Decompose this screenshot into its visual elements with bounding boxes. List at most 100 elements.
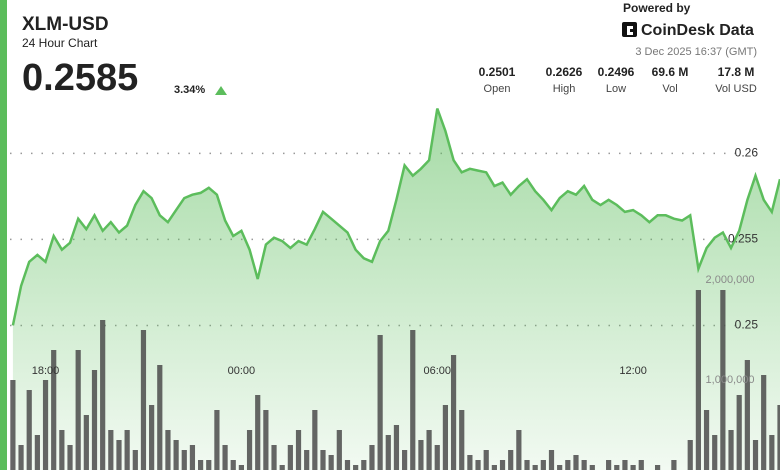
stat-value: 69.6 M — [652, 65, 689, 79]
volume-bar — [83, 415, 89, 470]
y-tick-label: 0.26 — [735, 146, 759, 160]
price-line — [11, 108, 780, 326]
volume-bar — [695, 290, 701, 470]
volume-bar — [140, 330, 147, 470]
volume-bar — [402, 450, 408, 470]
volume-bar — [255, 395, 261, 470]
volume-bar — [720, 290, 726, 470]
volume-bar — [671, 460, 677, 470]
x-tick-label: 12:00 — [619, 365, 647, 377]
volume-bar — [165, 430, 171, 470]
volume-bar — [728, 430, 734, 470]
symbol: XLM-USD — [22, 14, 109, 35]
volume-bar — [181, 450, 187, 470]
volume-bar — [654, 465, 661, 470]
volume-bar — [606, 460, 612, 470]
brand-icon-mark — [627, 26, 633, 35]
volume-bar — [157, 365, 163, 470]
volume-bar — [295, 430, 302, 470]
volume-bar — [67, 445, 73, 470]
volume-bar — [116, 440, 122, 470]
volume-bar — [761, 375, 767, 470]
volume-bar — [614, 465, 620, 470]
stat-label: Open — [484, 83, 511, 95]
volume-bar — [548, 450, 555, 470]
volume-bar — [557, 465, 563, 470]
volume-bar — [287, 445, 293, 470]
change: 3.34% — [174, 84, 205, 96]
stat-label: Low — [606, 83, 626, 95]
volume-bar — [410, 330, 416, 470]
volume-bar — [353, 465, 359, 470]
stat-value: 17.8 M — [718, 65, 755, 79]
volume-bar — [189, 445, 196, 470]
price-area — [12, 108, 780, 470]
volume-bar — [516, 430, 522, 470]
volume-bar — [581, 460, 587, 470]
volume-bar — [467, 455, 473, 470]
volume-bar — [459, 410, 465, 470]
volume-bar — [75, 350, 81, 470]
volume-bar — [703, 410, 710, 470]
volume-bar — [369, 445, 375, 470]
volume-bar — [573, 455, 579, 470]
volume-bar — [100, 320, 106, 470]
price: 0.2585 — [22, 57, 138, 99]
volume-bar — [589, 465, 595, 470]
volume-bar — [344, 460, 351, 470]
volume-bar — [34, 435, 40, 470]
volume-bar — [638, 460, 644, 470]
stat-value: 0.2626 — [546, 65, 583, 79]
volume-bar — [320, 450, 326, 470]
volume-bar — [385, 435, 391, 470]
volume-bar — [279, 465, 285, 470]
volume-bar — [51, 350, 57, 470]
stat-label: Vol USD — [715, 83, 757, 95]
volume-bar — [312, 410, 318, 470]
volume-bar — [687, 440, 693, 470]
volume-bar — [132, 450, 138, 470]
powered-by: Powered by — [623, 1, 691, 15]
volume-bar — [304, 450, 310, 470]
volume-bar — [442, 405, 449, 470]
volume-bar — [524, 460, 530, 470]
volume-bar — [214, 410, 220, 470]
volume-bar — [712, 435, 718, 470]
volume-bar — [434, 445, 440, 470]
volume-bar — [393, 425, 400, 470]
volume-bar — [426, 430, 432, 470]
volume-bar — [238, 465, 244, 470]
volume-bar — [777, 405, 780, 470]
volume-bar — [59, 430, 65, 470]
y-tick-label: 0.255 — [728, 232, 758, 246]
stat-value: 0.2496 — [598, 65, 635, 79]
volume-bar — [483, 450, 489, 470]
volume-bar — [246, 430, 253, 470]
stat-value: 0.2501 — [479, 65, 516, 79]
volume-bar — [769, 435, 775, 470]
volume-bar — [744, 360, 750, 470]
volume-bar — [222, 445, 228, 470]
accent-bar — [0, 0, 7, 470]
volume-bar — [42, 380, 49, 470]
volume-bar — [622, 460, 628, 470]
volume-bar — [26, 390, 32, 470]
volume-bar — [508, 450, 514, 470]
volume-bar — [752, 440, 759, 470]
volume-bar — [108, 430, 114, 470]
volume-bar — [10, 380, 16, 470]
volume-bar — [336, 430, 342, 470]
x-tick-label: 06:00 — [423, 365, 451, 377]
y2-tick-label: 1,000,000 — [706, 374, 755, 386]
y-tick-label: 0.25 — [735, 318, 759, 332]
up-arrow — [215, 86, 227, 95]
volume-bar — [540, 460, 546, 470]
x-tick-label: 18:00 — [32, 365, 60, 377]
stat-label: High — [553, 83, 576, 95]
volume-bar — [450, 355, 457, 470]
volume-bar — [475, 460, 481, 470]
volume-bar — [263, 410, 269, 470]
volume-bar — [18, 445, 24, 470]
plot: 2,000,000 1,000,000 0.26 0.255 0.25 18:00 00:0… — [10, 108, 780, 470]
volume-bar — [736, 395, 742, 470]
